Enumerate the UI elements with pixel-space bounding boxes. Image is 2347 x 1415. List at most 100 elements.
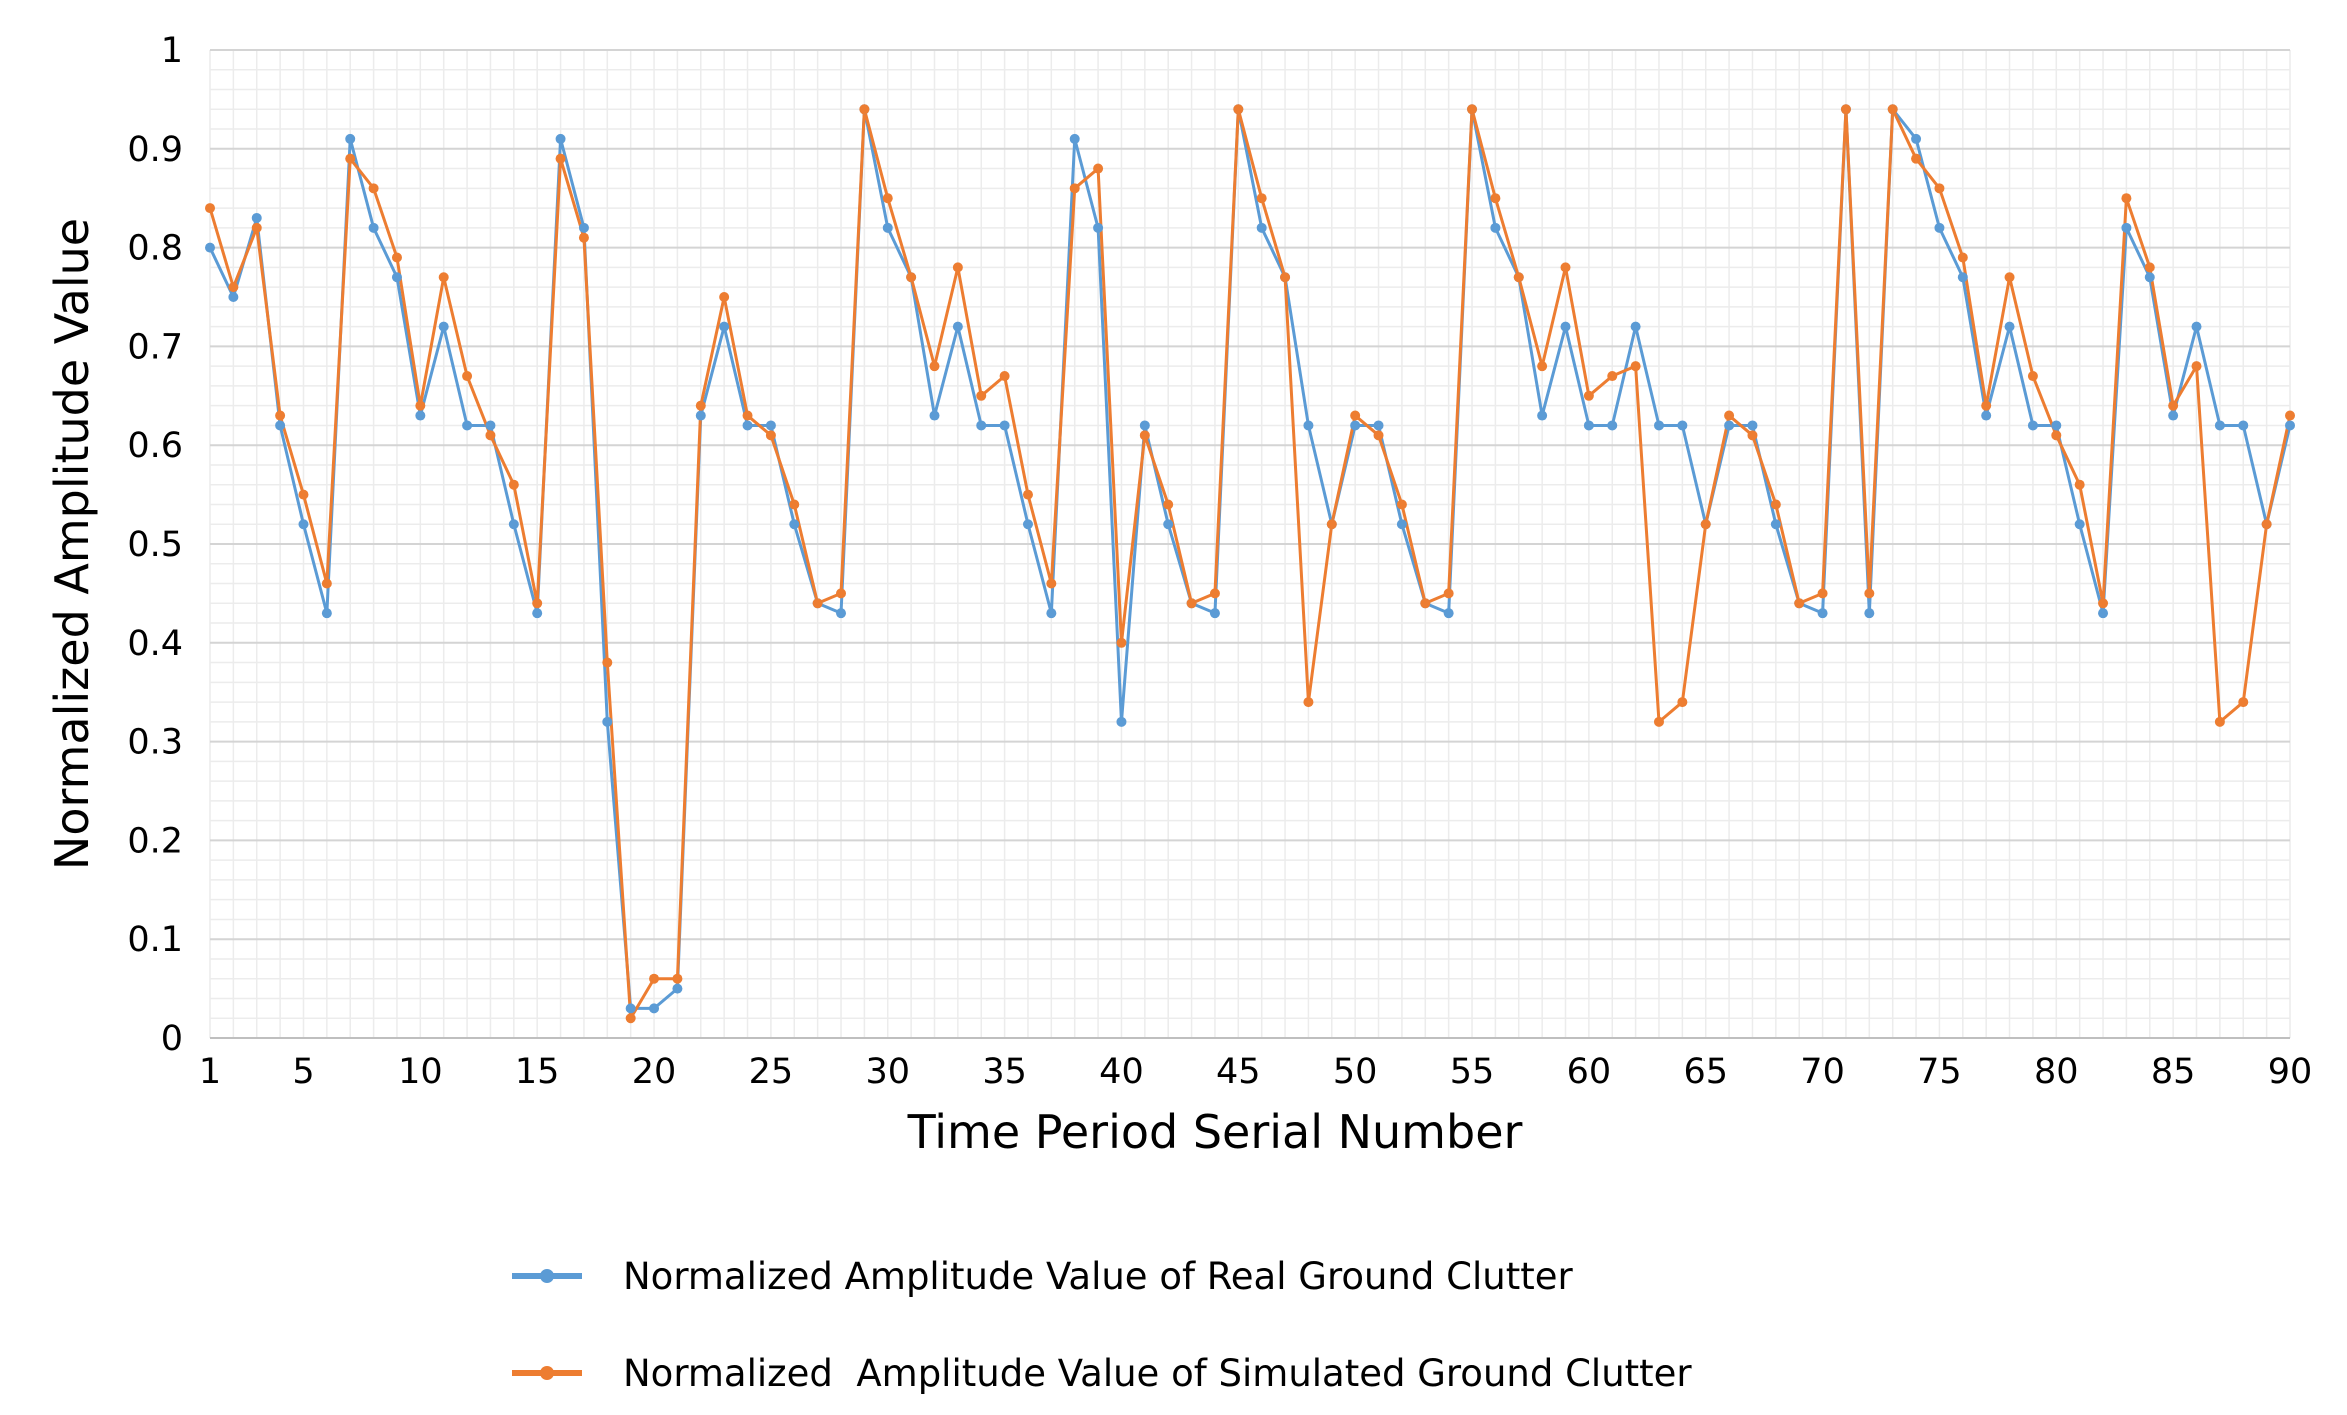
data-point-simulated	[1139, 430, 1150, 441]
data-point-simulated	[1046, 578, 1057, 589]
data-point-simulated	[485, 430, 496, 441]
data-point-simulated	[2074, 479, 2085, 490]
y-tick-label: 0.5	[127, 525, 183, 565]
data-point-simulated	[1607, 371, 1618, 382]
data-point-real	[2074, 519, 2085, 530]
y-tick-label: 1	[161, 31, 183, 71]
data-point-simulated	[1022, 489, 1033, 500]
data-point-real	[672, 983, 683, 994]
y-tick-label: 0.2	[127, 821, 183, 861]
data-point-real	[1396, 519, 1407, 530]
data-point-simulated	[1350, 410, 1361, 421]
data-point-simulated	[2191, 361, 2202, 372]
data-point-real	[1653, 420, 1664, 431]
x-tick-label: 50	[1333, 1052, 1378, 1092]
x-axis-title: Time Period Serial Number	[907, 1105, 1523, 1159]
data-point-simulated	[532, 598, 543, 609]
data-point-real	[1770, 519, 1781, 530]
data-point-real	[976, 420, 987, 431]
y-axis-ticks: 0 0.1 0.2 0.3 0.4 0.5 0.6 0.7 0.8 0.9 1	[127, 31, 183, 1059]
data-point-real	[1864, 608, 1875, 619]
x-tick-label: 65	[1683, 1052, 1728, 1092]
data-point-real	[2144, 272, 2155, 283]
data-point-simulated	[882, 193, 893, 204]
data-point-real	[251, 212, 262, 223]
legend: Normalized Amplitude Value of Real Groun…	[512, 1255, 1692, 1395]
data-point-real	[415, 410, 426, 421]
data-point-simulated	[625, 1013, 636, 1024]
data-point-simulated	[391, 252, 402, 263]
data-point-real	[2121, 222, 2132, 233]
legend-label-simulated: Normalized Amplitude Value of Simulated …	[623, 1352, 1692, 1395]
data-point-real	[1256, 222, 1267, 233]
x-tick-label: 45	[1216, 1052, 1261, 1092]
grid	[209, 49, 2291, 1039]
data-point-simulated	[2214, 716, 2225, 727]
data-point-simulated	[2168, 400, 2179, 411]
data-point-simulated	[719, 292, 730, 302]
data-point-real	[2004, 321, 2015, 332]
data-point-simulated	[345, 153, 356, 164]
data-point-real	[1022, 519, 1033, 530]
data-point-simulated	[578, 232, 589, 243]
data-point-simulated	[1256, 193, 1267, 204]
data-point-real	[1607, 420, 1618, 431]
data-point-real	[2285, 420, 2295, 431]
data-point-real	[298, 519, 309, 530]
data-point-simulated	[1396, 499, 1407, 510]
x-axis-ticks: 1 5 10 15 20 25 30 35 40 45 50 55 60 65 70 75 80 85 90	[199, 1052, 2312, 1092]
data-point-real	[508, 519, 519, 530]
data-point-simulated	[1700, 519, 1711, 530]
x-tick-label: 15	[515, 1052, 560, 1092]
data-point-real	[345, 133, 356, 144]
data-point-real	[2238, 420, 2249, 431]
data-point-simulated	[438, 272, 449, 283]
data-point-simulated	[368, 183, 379, 194]
data-point-real	[555, 133, 566, 144]
data-point-real	[2051, 420, 2062, 431]
y-tick-label: 0.1	[127, 920, 183, 960]
legend-marker-simulated	[540, 1366, 554, 1380]
data-point-real	[695, 410, 706, 421]
data-point-simulated	[2027, 371, 2038, 382]
x-tick-label: 40	[1099, 1052, 1144, 1092]
data-point-real	[228, 292, 239, 302]
data-point-simulated	[1443, 588, 1454, 599]
data-point-simulated	[672, 973, 683, 984]
data-point-simulated	[2004, 272, 2015, 283]
data-point-simulated	[836, 588, 847, 599]
x-tick-label: 1	[199, 1052, 221, 1092]
y-tick-label: 0.6	[127, 426, 183, 466]
data-point-simulated	[952, 262, 963, 273]
data-point-real	[1583, 420, 1594, 431]
data-point-simulated	[976, 390, 987, 401]
data-point-simulated	[1537, 361, 1548, 372]
data-point-real	[368, 222, 379, 233]
data-point-simulated	[555, 153, 566, 164]
data-point-real	[1046, 608, 1057, 619]
data-point-simulated	[929, 361, 940, 372]
data-point-real	[929, 410, 940, 421]
data-point-real	[532, 608, 543, 619]
data-point-real	[836, 608, 847, 619]
data-point-simulated	[649, 973, 660, 984]
data-point-simulated	[1840, 104, 1851, 115]
data-point-real	[2168, 410, 2179, 421]
data-point-simulated	[1724, 410, 1735, 421]
x-tick-label: 30	[865, 1052, 910, 1092]
data-point-real	[1139, 420, 1150, 431]
data-point-simulated	[1747, 430, 1758, 441]
x-tick-label: 75	[1917, 1052, 1962, 1092]
data-point-simulated	[602, 657, 613, 668]
data-point-simulated	[1934, 183, 1945, 194]
x-tick-label: 20	[632, 1052, 677, 1092]
data-point-real	[2098, 608, 2109, 619]
legend-item-simulated: Normalized Amplitude Value of Simulated …	[512, 1352, 1692, 1395]
data-point-real	[1443, 608, 1454, 619]
data-point-simulated	[205, 203, 215, 214]
data-point-real	[2027, 420, 2038, 431]
data-point-simulated	[2238, 697, 2249, 708]
data-point-real	[462, 420, 473, 431]
data-point-real	[1817, 608, 1828, 619]
data-point-real	[578, 222, 589, 233]
